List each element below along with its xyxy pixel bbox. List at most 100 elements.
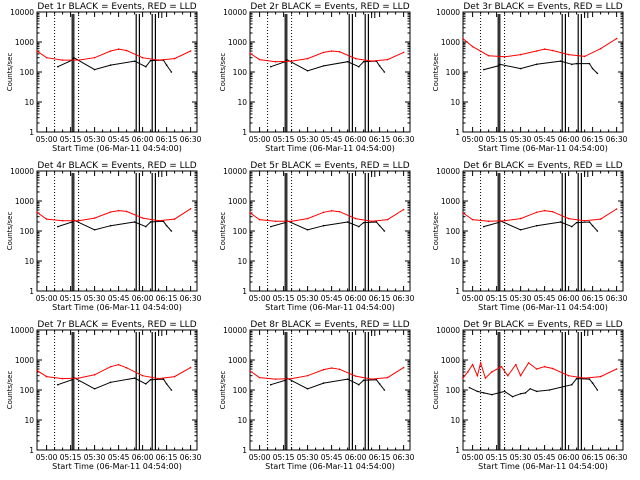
- series-events-point: [362, 60, 365, 63]
- series-events-point: [468, 386, 471, 389]
- series-lld-point: [338, 51, 341, 53]
- series-lld-point: [258, 218, 261, 221]
- series-events-point: [284, 379, 287, 382]
- series-events-point: [71, 378, 73, 381]
- x-tick-label: 06:15: [582, 453, 604, 462]
- series-lld-point: [583, 219, 586, 222]
- plot-title: Det 8r BLACK = Events, RED = LLD: [250, 320, 409, 330]
- panel-det-5: Det 5r BLACK = Events, RED = LLD 1 10 100 10…: [219, 161, 415, 312]
- series-lld-point: [93, 374, 96, 376]
- x-tick-label: 05:15: [60, 453, 82, 462]
- series-lld-point: [476, 374, 479, 377]
- series-events-line: [270, 377, 385, 391]
- series-lld-point: [462, 212, 464, 214]
- series-events-point: [575, 221, 578, 224]
- x-tick-label: 05:30: [84, 294, 106, 303]
- series-events-point: [483, 392, 485, 394]
- plot-title: Det 7r BLACK = Events, RED = LLD: [37, 320, 196, 330]
- x-tick-label: 05:45: [534, 453, 556, 462]
- y-tick-label: 1: [242, 287, 247, 296]
- x-tick-label: 06:30: [180, 294, 202, 303]
- series-events-point: [491, 393, 493, 396]
- series-lld-point: [402, 208, 405, 211]
- series-events-point: [375, 378, 378, 381]
- series-events-point: [145, 225, 147, 228]
- x-tick-label: 05:45: [108, 135, 130, 144]
- series-lld-point: [338, 210, 341, 213]
- series-lld-point: [36, 211, 38, 214]
- y-tick-label: 100: [20, 386, 35, 395]
- x-tick-label: 06:00: [345, 294, 367, 303]
- series-events-point: [519, 228, 522, 231]
- series-lld-line: [462, 38, 617, 58]
- series-events-point: [57, 383, 59, 386]
- x-tick-label: 05:00: [462, 135, 484, 144]
- series-lld-point: [599, 218, 602, 220]
- series-lld-point: [543, 209, 546, 212]
- y-tick-label: 100: [20, 227, 35, 236]
- series-lld-point: [109, 211, 112, 213]
- x-tick-label: 06:00: [558, 135, 580, 144]
- series-events-point: [571, 63, 573, 66]
- x-tick-label: 05:15: [273, 294, 295, 303]
- series-events-point: [548, 389, 551, 391]
- series-lld-point: [141, 374, 144, 377]
- series-events-point: [133, 221, 136, 223]
- series-events-line: [483, 60, 598, 74]
- series-events-point: [535, 63, 538, 66]
- series-events-point: [57, 225, 59, 228]
- series-lld-point: [519, 217, 522, 220]
- series-events-point: [524, 392, 527, 394]
- series-events-point: [483, 225, 485, 228]
- series-events-point: [383, 230, 386, 232]
- series-lld-point: [370, 220, 373, 223]
- series-lld-point: [583, 377, 586, 379]
- x-tick-label: 05:45: [321, 135, 343, 144]
- series-lld-point: [173, 218, 176, 220]
- series-events-point: [306, 69, 309, 72]
- y-tick-label: 10: [24, 257, 34, 266]
- series-lld-point: [467, 371, 469, 373]
- series-lld-point: [141, 217, 144, 219]
- series-lld-point: [386, 376, 389, 379]
- y-tick-label: 10: [24, 416, 34, 425]
- panel-det-9: Det 9r BLACK = Events, RED = LLD 1 10 100 10…: [432, 320, 628, 471]
- x-tick-label: 05:30: [297, 453, 319, 462]
- y-tick-label: 10000: [223, 167, 247, 176]
- series-events-point: [571, 225, 573, 228]
- series-lld-point: [503, 56, 506, 58]
- x-axis-label: Start Time (06-Mar-11 04:54:00): [52, 462, 182, 471]
- y-tick-label: 10000: [10, 167, 34, 176]
- series-lld-point: [173, 57, 176, 60]
- y-axis-label: Counts/sec: [6, 53, 14, 92]
- y-tick-label: 1: [455, 128, 460, 137]
- x-tick-label: 06:15: [156, 294, 178, 303]
- series-lld-point: [484, 377, 487, 379]
- series-events-point: [170, 389, 173, 391]
- series-lld-point: [487, 220, 490, 223]
- series-lld-point: [117, 363, 120, 366]
- series-events-point: [162, 378, 165, 380]
- plot-frame: [36, 329, 198, 451]
- series-lld-point: [330, 210, 333, 212]
- series-lld-point: [354, 217, 357, 220]
- series-events-point: [383, 389, 386, 391]
- plot-frame: [36, 170, 198, 292]
- series-lld-point: [471, 45, 474, 48]
- x-tick-label: 06:30: [393, 135, 415, 144]
- series-lld-point: [527, 362, 530, 364]
- series-lld-point: [583, 55, 586, 58]
- series-lld-point: [519, 53, 522, 56]
- x-tick-label: 06:15: [582, 135, 604, 144]
- series-lld-point: [386, 218, 389, 221]
- y-tick-label: 1: [242, 128, 247, 137]
- x-tick-label: 05:45: [321, 453, 343, 462]
- x-tick-label: 06:30: [606, 294, 628, 303]
- series-lld-point: [125, 366, 128, 369]
- x-tick-label: 06:15: [369, 135, 391, 144]
- x-tick-label: 06:00: [345, 135, 367, 144]
- y-axis-label: Counts/sec: [432, 212, 440, 251]
- series-lld-point: [535, 211, 538, 214]
- y-tick-label: 10: [450, 257, 460, 266]
- plot-frame: [249, 329, 411, 451]
